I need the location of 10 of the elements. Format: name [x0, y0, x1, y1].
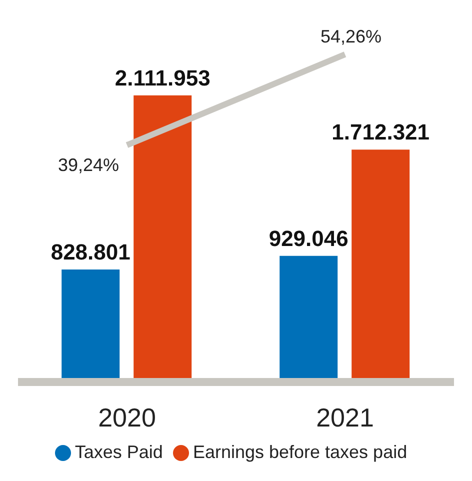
legend-label: Taxes Paid: [74, 442, 163, 462]
x-tick-label: 2021: [316, 402, 374, 432]
data-label: 1.712.321: [332, 120, 430, 145]
data-label: 54,26%: [320, 26, 382, 46]
data-label: 828.801: [50, 240, 130, 264]
x-tick-label: 2020: [98, 402, 156, 432]
legend-label: Earnings before taxes paid: [192, 442, 408, 462]
data-label: 39,24%: [58, 155, 119, 176]
data-label: 2.111.953: [114, 65, 210, 90]
data-label: 929.046: [268, 226, 348, 251]
